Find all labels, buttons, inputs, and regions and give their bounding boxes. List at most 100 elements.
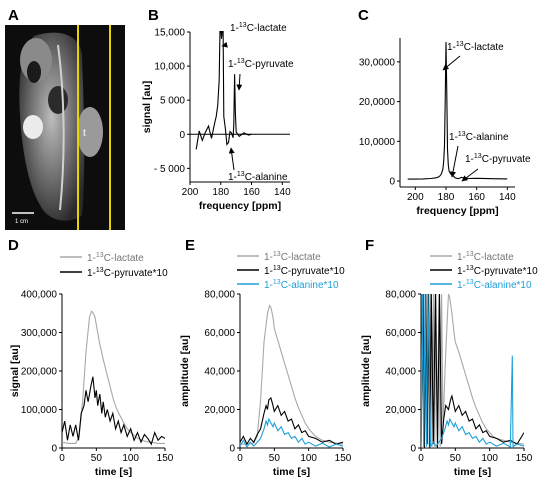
chart-b: 200 180 160 140 - 5 000 0 5 000 10,000 15,000 fre…: [141, 22, 294, 212]
series-line: [407, 41, 508, 180]
chart-f: 0 50 100 150 0 20,000 40,000 60,000 80,000 time […: [360, 290, 533, 479]
panel-letter-e: E: [185, 237, 195, 254]
legend-f-pyruvate-label: 1-13C-pyruvate*10: [457, 265, 538, 277]
series-line-clactate: [240, 304, 343, 445]
dark-region: [48, 86, 68, 114]
plots: 200 180 160 140 - 5 000 0 5 000 10,000 15,000 fre…: [9, 22, 533, 478]
annotation-arrow: [236, 73, 243, 91]
x-tick-label: 200: [407, 192, 424, 203]
x-tick-label: 140: [274, 187, 291, 198]
series-line-clactate: [421, 293, 524, 448]
annotation-label: 1-13C-alanine: [449, 131, 509, 143]
scale-bar-label: 1 cm: [15, 219, 28, 225]
y-tick-label: 60,000: [385, 328, 416, 339]
y-tick-label: 40,000: [385, 367, 416, 378]
y-tick-label: 0: [410, 444, 416, 455]
mri-image: t 1 cm: [5, 25, 125, 230]
y-tick-label: 20,000: [385, 405, 416, 416]
series-line-cpyruvate: [240, 396, 343, 446]
annotation-arrow: [450, 145, 459, 178]
x-tick-label: 50: [450, 453, 462, 464]
annotation-arrow: [442, 55, 461, 71]
y-tick-label: 20,000: [204, 405, 235, 416]
panel-letter-a: A: [8, 7, 19, 24]
x-tick-label: 0: [237, 453, 243, 464]
x-tick-label: 50: [91, 453, 103, 464]
x-tick-label: 140: [499, 192, 516, 203]
legend-f: 1-13C-lactate 1-13C-pyruvate*10 1-13C-al…: [430, 251, 538, 291]
annotation-arrow: [228, 147, 235, 171]
legend-d-pyruvate-label: 1-13C-pyruvate*10: [87, 267, 168, 279]
y-tick-label: 300,000: [21, 328, 58, 339]
y-tick-label: 15,000: [154, 28, 185, 39]
y-axis-title: signal [au]: [141, 81, 153, 134]
x-tick-label: 0: [59, 453, 65, 464]
x-tick-label: 100: [300, 453, 317, 464]
series-line-clactate: [62, 310, 165, 444]
annotation-label: 1-13C-lactate: [230, 22, 287, 34]
y-tick-label: 0: [51, 444, 57, 455]
series-line-calanine: [240, 417, 343, 448]
panel-letter-c: C: [358, 7, 369, 24]
x-tick-label: 100: [481, 453, 498, 464]
x-tick-label: 0: [418, 453, 424, 464]
y-axis-title: amplitude [au]: [360, 335, 372, 407]
chart-c: 200 180 160 140 0 10,0000 20,0000 30,0000 freque…: [359, 38, 531, 217]
x-axis-title: time [s]: [95, 466, 132, 478]
x-tick-label: 200: [182, 187, 199, 198]
y-tick-label: 80,000: [204, 290, 235, 301]
panel-letter-b: B: [148, 7, 159, 24]
head-cavity: [27, 61, 41, 83]
legend-f-lactate-label: 1-13C-lactate: [457, 251, 514, 263]
y-tick-label: 20,0000: [359, 97, 396, 108]
x-tick-label: 50: [269, 453, 281, 464]
y-tick-label: 10,0000: [359, 137, 396, 148]
tumor-label: t: [83, 128, 86, 139]
annotation-arrow: [461, 168, 479, 182]
x-axis-title: frequency [ppm]: [199, 200, 281, 212]
y-tick-label: 100,000: [21, 405, 58, 416]
y-tick-label: - 5 000: [154, 164, 186, 175]
y-axis-title: signal [au]: [9, 345, 21, 398]
y-tick-label: 10,000: [154, 62, 185, 73]
annotation-label: 1-13C-pyruvate: [228, 58, 294, 70]
y-tick-label: 200,000: [21, 367, 58, 378]
series-line-cpyruvate: [62, 376, 165, 446]
x-tick-label: 160: [468, 192, 485, 203]
panel-letter-d: D: [8, 237, 19, 254]
legend-d-lactate-label: 1-13C-lactate: [87, 252, 144, 264]
annotation-label: 1-13C-lactate: [447, 41, 504, 53]
x-tick-label: 150: [516, 453, 533, 464]
legend-e-alanine-label: 1-13C-alanine*10: [264, 279, 339, 291]
y-tick-label: 0: [179, 130, 185, 141]
x-axis-title: frequency [ppm]: [416, 205, 498, 217]
y-tick-label: 400,000: [21, 290, 58, 301]
legend-f-alanine-label: 1-13C-alanine*10: [457, 279, 532, 291]
x-tick-label: 100: [122, 453, 139, 464]
x-axis-title: time [s]: [454, 466, 491, 478]
y-tick-label: 5 000: [160, 96, 185, 107]
y-axis-title: amplitude [au]: [179, 335, 191, 407]
spine: [57, 44, 65, 211]
tumor: [77, 107, 103, 157]
x-tick-label: 150: [157, 453, 174, 464]
y-tick-label: 80,000: [385, 290, 416, 301]
x-axis-title: time [s]: [273, 466, 310, 478]
x-tick-label: 160: [243, 187, 260, 198]
series-line: [195, 31, 252, 150]
annotation-label: 1-13C-alanine: [228, 171, 288, 183]
annotation-arrow: [221, 41, 228, 48]
chart-d: 0 50 100 150 0 100,000 200,000 300,000 400,000 ti…: [9, 290, 174, 479]
y-tick-label: 60,000: [204, 328, 235, 339]
legend-e-pyruvate-label: 1-13C-pyruvate*10: [264, 265, 345, 277]
y-tick-label: 30,0000: [359, 57, 396, 68]
panel-letter-f: F: [365, 237, 374, 254]
x-tick-label: 180: [438, 192, 455, 203]
legend-d: 1-13C-lactate 1-13C-pyruvate*10: [60, 252, 168, 279]
legend-e: 1-13C-lactate 1-13C-pyruvate*10 1-13C-al…: [237, 251, 345, 291]
legend-e-lactate-label: 1-13C-lactate: [264, 251, 321, 263]
bright-organ: [23, 115, 43, 139]
series-line-calanine: [421, 293, 524, 448]
chart-e: 0 50 100 150 0 20,000 40,000 60,000 80,000 time […: [179, 290, 352, 479]
